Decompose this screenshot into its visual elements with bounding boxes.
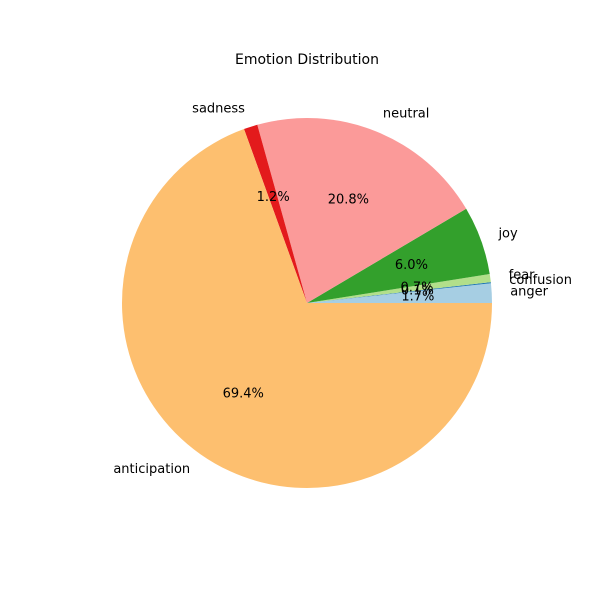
slice-percent-joy: 6.0%: [395, 258, 428, 273]
slice-label-fear: fear: [509, 268, 536, 283]
slice-label-sadness: sadness: [192, 102, 245, 117]
slice-percent-fear: 0.7%: [400, 281, 433, 296]
slice-percent-anticipation: 69.4%: [223, 386, 264, 401]
pie-labels: anger 1.7% confusion 0.1% fear 0.7% joy 6.0% neu…: [113, 102, 572, 477]
slice-label-joy: joy: [497, 227, 518, 242]
pie-slice-anticipation: [122, 129, 493, 488]
pie-slice-sadness: [243, 124, 307, 303]
pie-slice-joy: [307, 208, 490, 303]
slice-percent-confusion: 0.1%: [401, 283, 434, 298]
pie-slices: [122, 117, 493, 488]
slice-percent-sadness: 1.2%: [257, 190, 290, 205]
slice-label-anticipation: anticipation: [113, 462, 190, 477]
chart-title: Emotion Distribution: [235, 52, 379, 68]
pie-slice-neutral: [257, 117, 467, 303]
pie-slice-fear: [307, 274, 491, 303]
pie-slice-confusion: [307, 282, 491, 303]
slice-label-anger: anger: [510, 285, 548, 300]
slice-percent-neutral: 20.8%: [328, 193, 369, 208]
slice-label-confusion: confusion: [509, 273, 572, 288]
pie-slice-anger: [307, 283, 492, 303]
slice-percent-anger: 1.7%: [401, 290, 434, 305]
slice-label-neutral: neutral: [383, 107, 430, 122]
